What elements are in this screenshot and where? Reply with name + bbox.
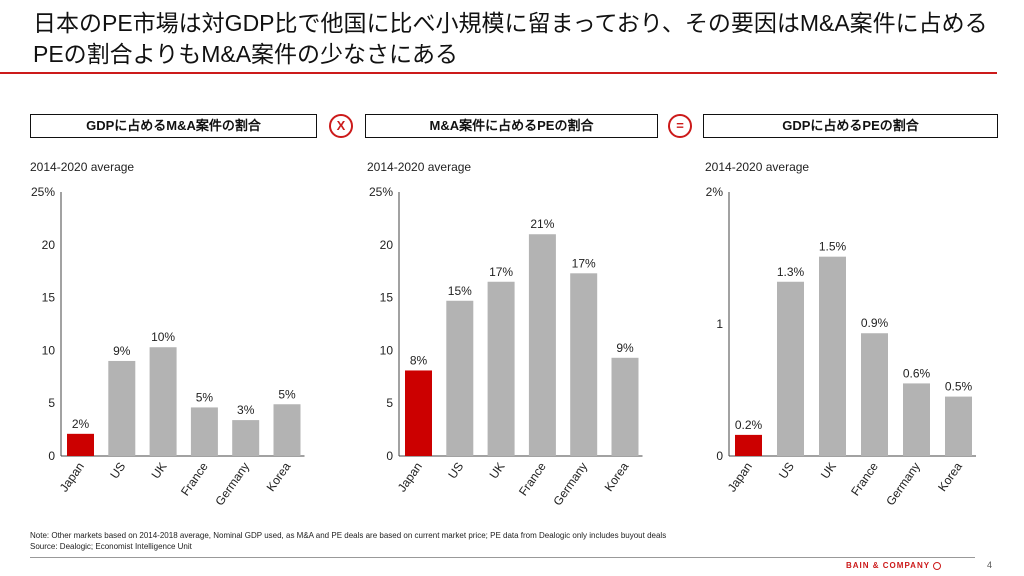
chart-3-category-label: Germany [883,460,923,508]
chart-2-y-tick-label: 0 [386,449,393,463]
header-box-ma-to-gdp: GDPに占めるM&A案件の割合 [30,114,317,138]
chart-3-category-label: Korea [935,459,965,494]
chart-1-category-label: France [178,459,211,498]
chart-2-bar-uk [487,281,515,456]
chart-1-y-tick-label: 5 [48,396,55,410]
chart-3-data-label: 1.5% [819,240,847,254]
page-title: 日本のPE市場は対GDP比で他国に比べ小規模に留まっており、その要因はM&A案件… [33,10,988,67]
chart-2-category-label: Germany [550,460,590,508]
footer-rule [30,557,975,558]
chart-2-category-label: Japan [395,460,425,495]
chart-1-category-label: US [107,460,128,482]
chart-3-category-label: UK [818,460,839,482]
chart-2-bar-us [446,300,474,456]
chart-2-data-label: 17% [572,256,596,270]
chart-2-bar-germany [570,273,598,456]
chart-1-data-label: 3% [237,403,255,417]
footnote-note: Note: Other markets based on 2014-2018 a… [30,531,667,540]
chart-3-bar-uk [819,256,846,456]
header-box-pe-to-gdp: GDPに占めるPEの割合 [703,114,998,138]
chart-1-y-tick-label: 20 [42,238,56,252]
chart-3-subtitle: 2014-2020 average [705,160,810,174]
chart-2-data-label: 8% [410,353,428,367]
chart-2-y-tick-label: 25% [369,185,393,199]
chart-3-bar-korea [945,396,972,456]
chart-2-data-label: 9% [616,341,634,355]
chart-2-y-tick-label: 5 [386,396,393,410]
chart-1-category-label: UK [149,460,170,482]
header-box-pe-to-ma: M&A案件に占めるPEの割合 [365,114,658,138]
chart-2-category-label: US [445,460,466,482]
chart-2-y-tick-label: 15 [380,291,394,305]
chart-1-y-tick-label: 25% [31,185,55,199]
chart-1-category-label: Korea [264,459,294,494]
chart-2-category-label: Korea [602,459,632,494]
chart-3-bar-us [777,281,804,456]
chart-1-bar-japan [67,433,94,456]
chart-3-y-tick-label: 1 [716,317,723,331]
chart-3-category-label: US [776,460,797,482]
chart-2-category-label: France [516,459,549,498]
chart-1-category-label: Germany [212,460,252,508]
chart-3-data-label: 1.3% [777,265,805,279]
multiply-operator-icon: X [329,114,353,138]
chart-2-y-tick-label: 10 [380,343,394,357]
chart-2-data-label: 21% [530,217,554,231]
chart-1-bar-us [108,360,136,456]
chart-1-bar-france [190,407,218,456]
chart-1-data-label: 10% [151,330,175,344]
chart-3-y-tick-label: 0 [716,449,723,463]
chart-3-y-tick-label: 2% [706,185,724,199]
chart-3-bar-japan [735,434,762,456]
chart-2-data-label: 15% [448,284,472,298]
chart-1-data-label: 2% [72,417,90,431]
equals-operator-icon: = [668,114,692,138]
page-number: 4 [987,560,993,570]
chart-1-y-tick-label: 0 [48,449,55,463]
chart-1-data-label: 5% [278,387,296,401]
chart-1-subtitle: 2014-2020 average [30,160,135,174]
chart-1-bar-germany [232,420,260,456]
footnote: Note: Other markets based on 2014-2018 a… [30,531,666,552]
brand-name: BAIN & COMPANY [846,561,931,570]
chart-3-data-label: 0.2% [735,418,763,432]
chart-2-subtitle: 2014-2020 average [367,160,472,174]
chart-3-data-label: 0.6% [903,366,931,380]
chart-2-bar-korea [611,357,639,456]
chart-1-bar-korea [273,404,301,456]
chart-3-category-label: France [848,459,881,498]
chart-1-bar-uk [149,347,177,456]
title-rule [0,72,997,74]
chart-2-bar-japan [405,370,432,456]
chart-1-y-tick-label: 15 [42,291,56,305]
chart-2-y-tick-label: 20 [380,238,394,252]
chart-1-y-tick-label: 10 [42,343,56,357]
chart-2-data-label: 17% [489,265,513,279]
chart-3-bar-germany [903,383,930,456]
chart-1-data-label: 5% [196,390,214,404]
chart-3-category-label: Japan [725,460,755,495]
footnote-source: Source: Dealogic; Economist Intelligence… [30,541,192,551]
brand-mark-icon [933,561,942,570]
chart-1-data-label: 9% [113,344,131,358]
chart-1-category-label: Japan [57,460,87,495]
chart-3-data-label: 0.5% [945,380,973,394]
chart-3-bar-france [861,333,888,456]
chart-3-data-label: 0.9% [861,316,889,330]
brand-logo: BAIN & COMPANY [846,561,942,570]
chart-2-category-label: UK [487,460,508,482]
chart-2-bar-france [528,234,556,456]
